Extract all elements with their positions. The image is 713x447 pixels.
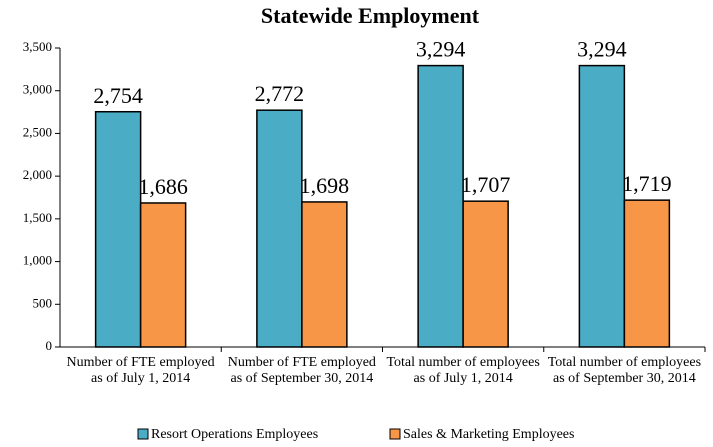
value-label: 2,754 [93, 83, 143, 108]
legend-swatch [389, 428, 401, 440]
y-tick-label: 0 [46, 338, 53, 353]
y-tick-label: 2,500 [23, 124, 52, 139]
bar [623, 199, 671, 348]
y-tick-label: 3,000 [23, 82, 52, 97]
value-label: 1,719 [622, 171, 672, 196]
legend-label: Resort Operations Employees [151, 427, 318, 442]
chart-title: Statewide Employment [261, 3, 480, 28]
y-tick-label: 1,500 [23, 210, 52, 225]
value-label: 1,698 [300, 173, 350, 198]
y-tick-label: 500 [33, 295, 53, 310]
bar [256, 109, 303, 348]
bar [417, 64, 464, 348]
bar [578, 64, 626, 348]
bar [139, 202, 187, 348]
legend-swatch [137, 428, 149, 440]
x-tick-label: Number of FTE employed as of July 1, 201… [66, 355, 215, 386]
x-tick-label-box: Total number of employees as of Septembe… [547, 355, 702, 386]
value-label: 3,294 [577, 37, 627, 62]
bar [462, 200, 509, 348]
x-tick-label-box: Total number of employees as of July 1, … [386, 355, 540, 386]
bar [94, 110, 142, 348]
value-label: 2,772 [255, 81, 305, 106]
x-tick-label: Number of FTE employed as of September 3… [227, 355, 376, 386]
legend-label: Sales & Marketing Employees [403, 427, 574, 442]
value-label: 1,707 [461, 172, 511, 197]
bar [301, 201, 348, 348]
y-tick-label: 1,000 [23, 253, 52, 268]
x-tick-label: Total number of employees as of July 1, … [386, 355, 540, 386]
x-tick-label: Total number of employees as of Septembe… [547, 355, 702, 386]
x-tick-label-box: Number of FTE employed as of September 3… [227, 355, 376, 386]
y-tick-label: 3,500 [23, 39, 52, 54]
y-tick-label: 2,000 [23, 167, 52, 182]
x-tick-label-box: Number of FTE employed as of July 1, 201… [66, 355, 215, 386]
value-label: 1,686 [138, 174, 188, 199]
value-label: 3,294 [416, 37, 466, 62]
